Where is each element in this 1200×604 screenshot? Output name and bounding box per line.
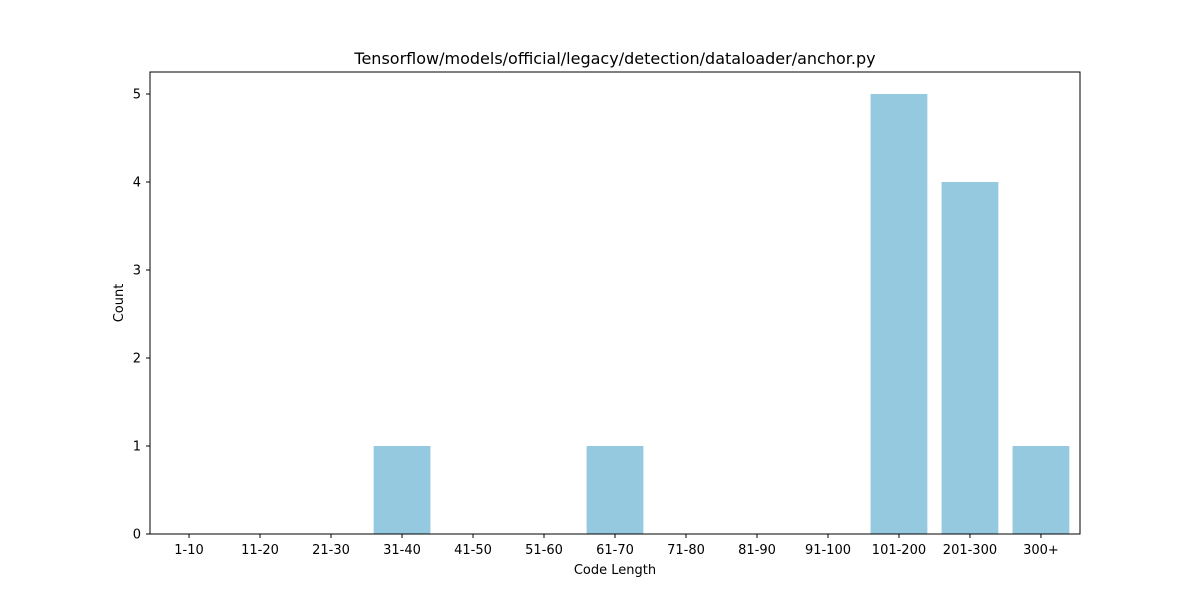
- x-tick-label: 1-10: [174, 543, 204, 558]
- x-tick-label: 300+: [1023, 543, 1059, 558]
- y-tick-label: 2: [133, 352, 141, 367]
- bar-300+: [1012, 446, 1070, 534]
- x-tick-label: 101-200: [872, 543, 926, 558]
- x-tick-label: 201-300: [943, 543, 997, 558]
- plot-frame: [149, 71, 1081, 535]
- bar-31-40: [373, 446, 431, 534]
- x-tick-label: 61-70: [596, 543, 634, 558]
- bar-201-300: [941, 182, 999, 534]
- x-tick-label: 21-30: [312, 543, 350, 558]
- x-tick-label: 91-100: [805, 543, 851, 558]
- x-tick-label: 11-20: [241, 543, 279, 558]
- x-axis-label: Code Length: [574, 563, 656, 578]
- chart-title: Tensorflow/models/official/legacy/detect…: [353, 49, 875, 68]
- y-axis-ticks: 0 1 2 3 4 5: [133, 88, 150, 543]
- y-axis-label: Count: [112, 284, 127, 323]
- bar-101-200: [870, 94, 928, 534]
- y-tick-label: 0: [133, 528, 141, 543]
- x-tick-label: 81-90: [738, 543, 776, 558]
- x-tick-label: 71-80: [667, 543, 705, 558]
- y-tick-label: 5: [133, 88, 141, 103]
- y-tick-label: 3: [133, 264, 141, 279]
- bar-61-70: [586, 446, 644, 534]
- x-tick-label: 51-60: [525, 543, 563, 558]
- y-tick-label: 4: [133, 176, 141, 191]
- y-tick-label: 1: [133, 440, 141, 455]
- x-tick-label: 31-40: [383, 543, 421, 558]
- x-axis-ticks: 1-10 11-20 21-30 31-40 41-50 51-60 61-70 71-80 8…: [174, 534, 1059, 558]
- x-tick-label: 41-50: [454, 543, 492, 558]
- bars-layer: [373, 94, 1070, 534]
